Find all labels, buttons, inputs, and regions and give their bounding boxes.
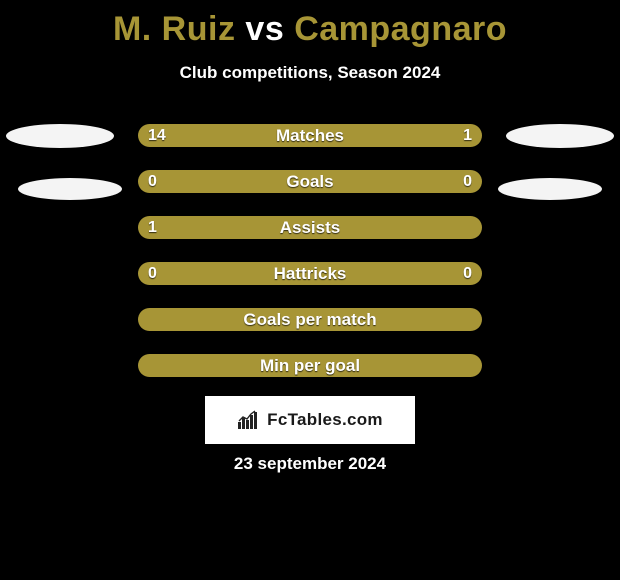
stat-value-left: 14 [148, 124, 166, 147]
stat-row: 00Hattricks [0, 256, 620, 302]
source-badge: FcTables.com [205, 396, 415, 444]
bar-track [138, 124, 482, 147]
bar-track [138, 216, 482, 239]
vs-label: vs [245, 10, 284, 48]
fctables-logo-icon [237, 410, 261, 430]
stat-value-right: 1 [463, 124, 472, 147]
player2-name: Campagnaro [294, 10, 507, 48]
stat-row: 00Goals [0, 164, 620, 210]
stat-row: 141Matches [0, 118, 620, 164]
subtitle: Club competitions, Season 2024 [0, 63, 620, 83]
bar-left [138, 124, 413, 147]
bar-left [138, 216, 482, 239]
bar-left [138, 308, 482, 331]
bar-track [138, 354, 482, 377]
stat-value-right: 0 [463, 170, 472, 193]
stat-value-left: 0 [148, 262, 157, 285]
bar-track [138, 262, 482, 285]
stat-row: Goals per match [0, 302, 620, 348]
stat-row: 1Assists [0, 210, 620, 256]
bar-left [138, 354, 482, 377]
date-label: 23 september 2024 [0, 454, 620, 474]
source-badge-text: FcTables.com [267, 410, 383, 430]
bar-track [138, 170, 482, 193]
bar-left [138, 262, 482, 285]
stat-value-left: 1 [148, 216, 157, 239]
player1-name: M. Ruiz [113, 10, 235, 48]
bar-left [138, 170, 482, 193]
comparison-chart: 141Matches00Goals1Assists00HattricksGoal… [0, 118, 620, 394]
page-title: M. Ruiz vs Campagnaro [0, 0, 620, 49]
bar-track [138, 308, 482, 331]
stat-value-left: 0 [148, 170, 157, 193]
stat-row: Min per goal [0, 348, 620, 394]
stat-value-right: 0 [463, 262, 472, 285]
